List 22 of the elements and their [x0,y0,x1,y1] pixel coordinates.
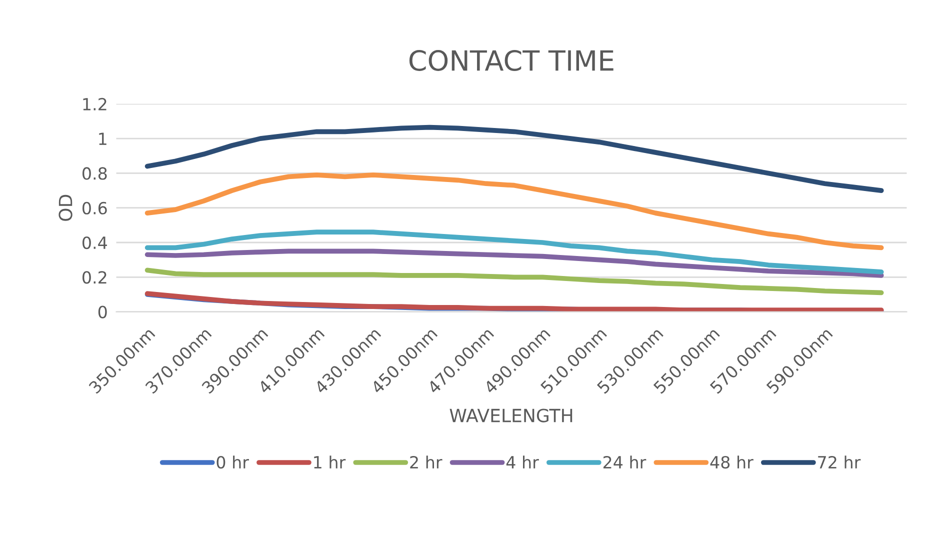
legend-label: 24 hr [603,456,646,468]
legend-label: 48 hr [710,456,754,469]
chart-title: CONTACT TIME [409,50,614,71]
y-tick-label: 0.2 [82,271,106,284]
y-tick-label: 1.2 [83,98,106,110]
y-tick-label: 0.8 [82,167,107,180]
line-series [144,172,884,250]
line-series [144,124,884,193]
legend-label: 0 hr [216,456,249,469]
legend-label: 2 hr [410,456,442,468]
y-tick-label: 0.6 [82,202,107,214]
legend-label: 4 hr [506,456,539,468]
x-axis-title: WAVELENGTH [450,408,572,422]
y-tick-label: 0.4 [82,236,107,250]
line-series [144,248,884,278]
legend-label: 1 hr [314,456,346,468]
y-tick-label: 0 [98,306,107,318]
legend-label: 72 hr [818,456,861,468]
line-series [144,268,884,296]
line-series [144,230,884,274]
y-tick-label: 1 [99,132,106,145]
y-axis-title: OD [58,194,72,221]
